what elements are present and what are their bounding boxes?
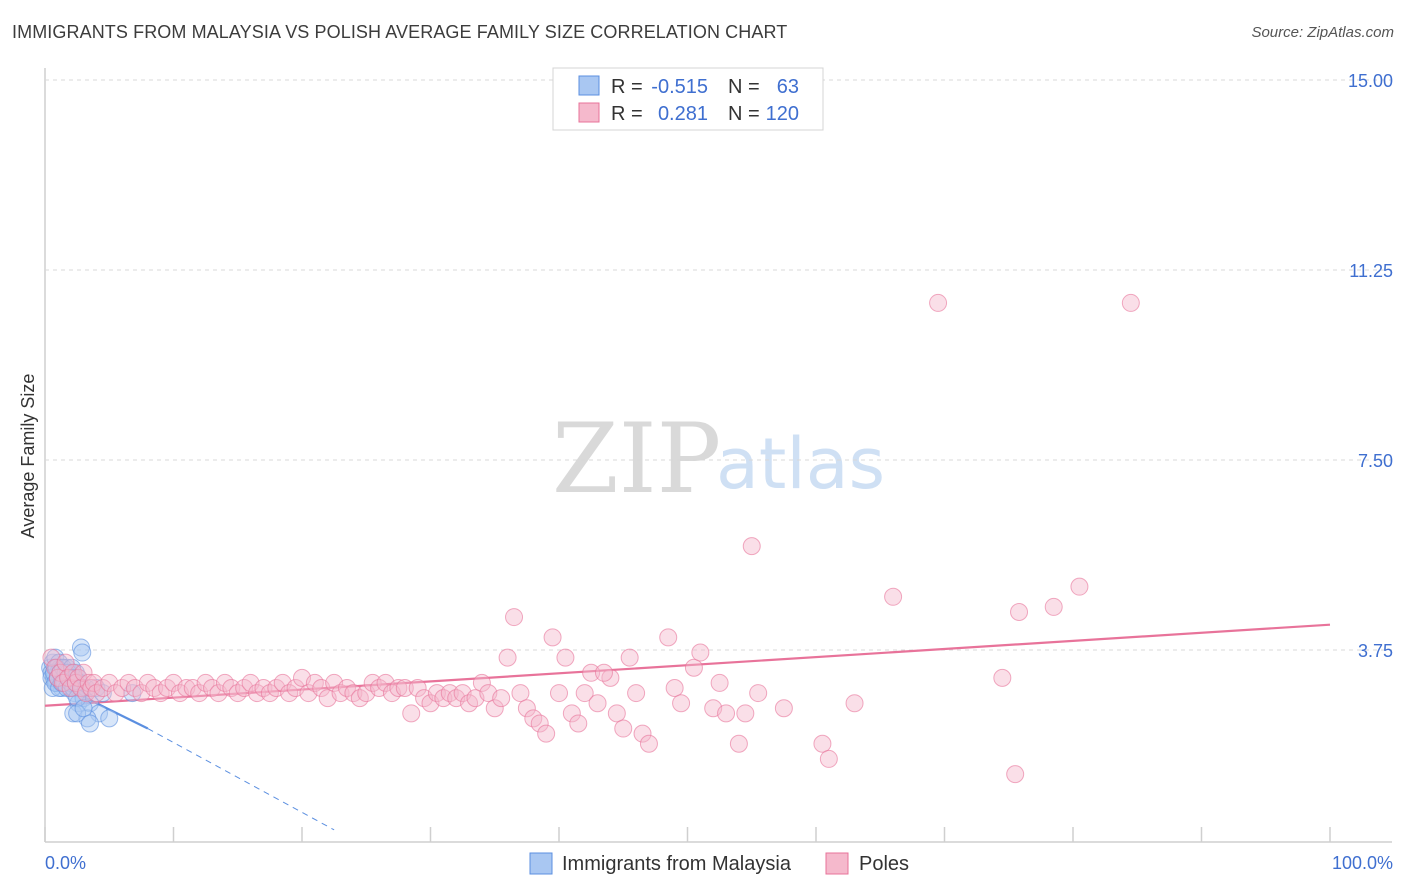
series-legend: Immigrants from Malaysia Poles [530,853,909,875]
point-poles [538,725,555,742]
point-poles [615,720,632,737]
legend-r-label-malaysia: R = [611,76,643,98]
point-poles [608,705,625,722]
x-ticks [45,827,1330,842]
scatter-points [42,294,1140,782]
legend-r-label-poles: R = [611,103,643,125]
y-tick-label: 3.75 [1358,641,1393,661]
point-poles [499,649,516,666]
point-poles [885,588,902,605]
point-poles [718,705,735,722]
y-tick-label: 15.00 [1348,71,1393,91]
point-poles [1045,598,1062,615]
point-poles [820,750,837,767]
point-poles [750,685,767,702]
series-legend-swatch-malaysia [530,853,552,874]
point-poles [544,629,561,646]
point-poles [775,700,792,717]
point-poles [692,644,709,661]
legend-n-label-poles: N = [728,103,760,125]
point-poles [403,705,420,722]
series-legend-swatch-poles [826,853,848,874]
point-malaysia [74,644,91,661]
point-malaysia [101,710,118,727]
legend-n-label-malaysia: N = [728,76,760,98]
y-tick-label: 7.50 [1358,451,1393,471]
point-poles [551,685,568,702]
y-tick-labels: 3.75 7.50 11.25 15.00 [1348,71,1393,661]
point-poles [814,735,831,752]
chart-canvas: ZIP atlas 3.75 7.50 11.25 15.00 Average Fam… [0,0,1406,892]
point-poles [1122,294,1139,311]
point-poles [930,294,947,311]
point-poles [570,715,587,732]
point-poles [493,690,510,707]
point-poles [589,695,606,712]
point-poles [994,669,1011,686]
point-poles [685,659,702,676]
trend-lines [45,625,1330,830]
point-poles [666,680,683,697]
point-malaysia [75,700,92,717]
point-poles [557,649,574,666]
point-poles [621,649,638,666]
legend-r-value-poles: 0.281 [658,103,708,125]
legend-n-value-malaysia: 63 [777,76,799,98]
x-tick-label-min: 0.0% [45,853,86,873]
point-poles [628,685,645,702]
point-poles [730,735,747,752]
series-legend-label-poles: Poles [859,853,909,875]
stats-legend: R = -0.515 N = 63 R = 0.281 N = 120 [553,68,823,130]
x-tick-label-max: 100.0% [1332,853,1393,873]
trendline-malaysia-extension [148,729,334,830]
series-legend-label-malaysia: Immigrants from Malaysia [562,853,792,875]
gridlines [45,80,1392,650]
legend-swatch-malaysia [579,76,599,95]
point-poles [595,664,612,681]
point-poles [1071,578,1088,595]
point-poles [743,538,760,555]
point-poles [660,629,677,646]
point-poles [506,609,523,626]
legend-r-value-malaysia: -0.515 [651,76,708,98]
point-poles [673,695,690,712]
legend-n-value-poles: 120 [766,103,799,125]
watermark-atlas: atlas [716,423,885,505]
point-poles [711,674,728,691]
point-poles [737,705,754,722]
y-tick-label: 11.25 [1349,261,1393,281]
legend-swatch-poles [579,103,599,122]
point-poles [846,695,863,712]
y-axis-label: Average Family Size [18,374,38,539]
point-poles [1007,766,1024,783]
point-poles [640,735,657,752]
point-malaysia [81,715,98,732]
watermark-zip: ZIP [552,403,721,515]
point-poles [1011,604,1028,621]
point-poles [512,685,529,702]
